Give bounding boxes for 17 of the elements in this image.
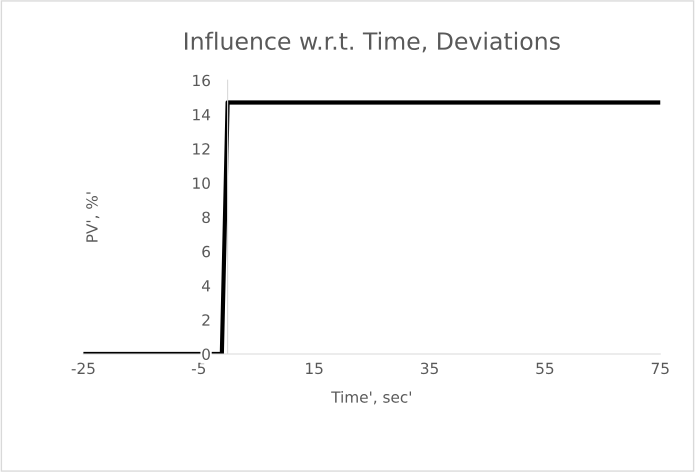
x-axis-title: Time', sec' xyxy=(331,391,411,404)
y-tick-label: 6 xyxy=(202,246,210,258)
y-tick-label: 8 xyxy=(202,212,210,224)
y-tick-label: 16 xyxy=(193,74,210,86)
y-tick-label: 10 xyxy=(193,177,210,189)
x-tick-label: 75 xyxy=(652,362,669,374)
y-tick-label: 0 xyxy=(202,348,210,360)
y-tick-label: 14 xyxy=(193,109,210,120)
x-tick-label: -25 xyxy=(72,362,95,374)
x-tick-label: 35 xyxy=(420,362,438,374)
y-tick-label: 2 xyxy=(202,314,210,326)
y-tick-label: 12 xyxy=(193,143,210,154)
chart-title: Influence w.r.t. Time, Deviations xyxy=(185,32,560,52)
x-tick-label: 15 xyxy=(306,362,323,374)
x-tick-label: 55 xyxy=(536,362,554,374)
y-tick-label: 4 xyxy=(202,280,210,292)
y-axis-title: PV', %' xyxy=(86,192,100,242)
